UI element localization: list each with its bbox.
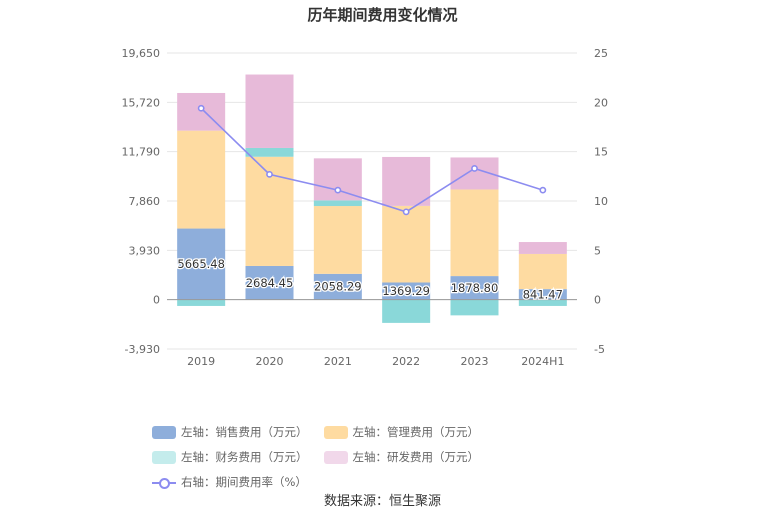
data-label: 5665.48 — [177, 257, 225, 271]
expense-rate-point — [539, 186, 547, 194]
bar-segment — [245, 265, 294, 300]
y-left-tick-label: 7,860 — [129, 195, 161, 208]
expense-rate-point — [471, 165, 478, 172]
bar-segment — [518, 299, 567, 306]
data-label: 1369.29 — [382, 284, 430, 298]
bar-segment — [518, 289, 567, 300]
bar-segment — [177, 130, 226, 229]
legend-item-expense-rate[interactable]: 右轴：期间费用率（%） — [152, 474, 307, 490]
legend-swatch-rnd — [323, 450, 348, 464]
legend-label-expense-rate: 右轴：期间费用率（%） — [181, 475, 307, 489]
bar-segment — [450, 276, 499, 300]
bar-segment — [313, 206, 362, 274]
y-left-tick-label: 11,790 — [122, 146, 161, 159]
bar-segment — [245, 74, 294, 148]
legend-item-sales[interactable]: 左轴：销售费用（万元） — [152, 424, 308, 440]
bar-segment — [313, 158, 362, 201]
data-label: 2058.29 — [314, 280, 362, 294]
bar-segment — [382, 282, 431, 300]
expense-rate-point — [402, 208, 410, 216]
data-label: 2684.45 — [246, 276, 294, 290]
x-tick-label: 2022 — [392, 355, 420, 368]
legend-swatch-sales — [152, 425, 176, 439]
expense-rate-point — [197, 104, 205, 112]
data-label: 841.47 — [523, 287, 563, 301]
x-tick-label: 2024H1 — [521, 355, 564, 368]
legend-label-finance: 左轴：财务费用（万元） — [181, 450, 308, 464]
bar-segment — [518, 253, 567, 290]
y-right-tick-label: 20 — [594, 96, 608, 109]
chart-title: 历年期间费用变化情况 — [307, 6, 458, 24]
bar-segment — [245, 147, 294, 157]
legend-label-management: 左轴：管理费用（万元） — [352, 425, 480, 439]
y-right-tick-label: 15 — [594, 146, 608, 159]
y-right-tick-label: 5 — [594, 244, 601, 257]
bar-segment — [518, 242, 567, 254]
bar-segment — [382, 299, 431, 323]
bar-segment — [382, 205, 431, 283]
legend-swatch-management — [323, 425, 348, 439]
bar-segment — [313, 200, 362, 207]
expense-rate-point — [266, 170, 273, 178]
y-left-tick-label: -3,930 — [125, 343, 160, 356]
x-tick-label: 2020 — [256, 355, 284, 368]
bar-segment — [450, 299, 499, 316]
bar-segment — [177, 299, 226, 306]
legend-label-rnd: 左轴：研发费用（万元） — [352, 450, 480, 464]
x-tick-label: 2023 — [461, 355, 489, 368]
x-tick-label: 2021 — [324, 355, 352, 368]
expense-rate-line — [200, 107, 544, 213]
legend-line-marker-icon — [152, 476, 176, 489]
legend-item-rnd[interactable]: 左轴：研发费用（万元） — [323, 449, 480, 465]
y-right-tick-label: -5 — [594, 343, 605, 356]
y-left-tick-label: 15,720 — [122, 96, 161, 109]
x-tick-label: 2019 — [187, 355, 215, 368]
data-label: 1878.80 — [451, 281, 499, 295]
y-left-tick-label: 19,650 — [122, 47, 161, 60]
legend-swatch-finance — [152, 450, 176, 464]
y-left-tick-label: 3,930 — [129, 244, 161, 257]
legend-item-management[interactable]: 左轴：管理费用（万元） — [323, 424, 480, 440]
legend-label-sales: 左轴：销售费用（万元） — [181, 425, 308, 439]
y-left-tick-label: 0 — [153, 294, 160, 307]
data-source-note: 数据来源：恒生聚源 — [323, 494, 441, 509]
chart-legend: 左轴：销售费用（万元） 左轴：管理费用（万元） 左轴：财务费用（万元） 左轴：研… — [152, 424, 622, 490]
bar-segment — [177, 228, 226, 300]
bar-segment — [313, 273, 362, 300]
y-right-tick-label: 10 — [594, 195, 608, 208]
y-right-tick-label: 25 — [594, 47, 608, 60]
expense-rate-point — [334, 186, 342, 194]
legend-item-finance[interactable]: 左轴：财务费用（万元） — [152, 449, 308, 465]
bar-segment — [382, 156, 431, 206]
bar-segment — [450, 189, 499, 277]
y-right-tick-label: 0 — [594, 294, 601, 307]
